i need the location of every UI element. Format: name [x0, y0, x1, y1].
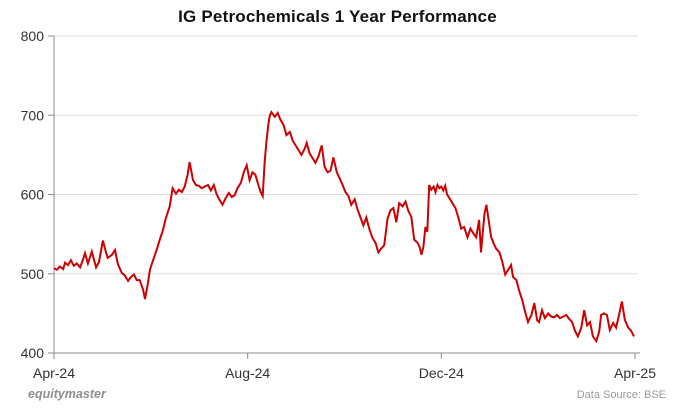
x-tick-label-Aug-24: Aug-24	[225, 365, 270, 381]
y-tick-label-400: 400	[21, 345, 45, 361]
chart-title: IG Petrochemicals 1 Year Performance	[178, 7, 497, 26]
equitymaster-logo: equitymaster	[28, 387, 106, 401]
x-tick-label-Dec-24: Dec-24	[419, 365, 464, 381]
y-tick-label-500: 500	[21, 266, 45, 282]
x-tick-label-Apr-24: Apr-24	[33, 365, 75, 381]
x-tick-label-Apr-25: Apr-25	[614, 365, 656, 381]
data-source-label: Data Source: BSE	[576, 389, 666, 401]
y-tick-label-800: 800	[21, 28, 45, 44]
price-line	[53, 110, 635, 344]
y-tick-label-700: 700	[21, 107, 45, 123]
y-tick-label-600: 600	[21, 187, 45, 203]
